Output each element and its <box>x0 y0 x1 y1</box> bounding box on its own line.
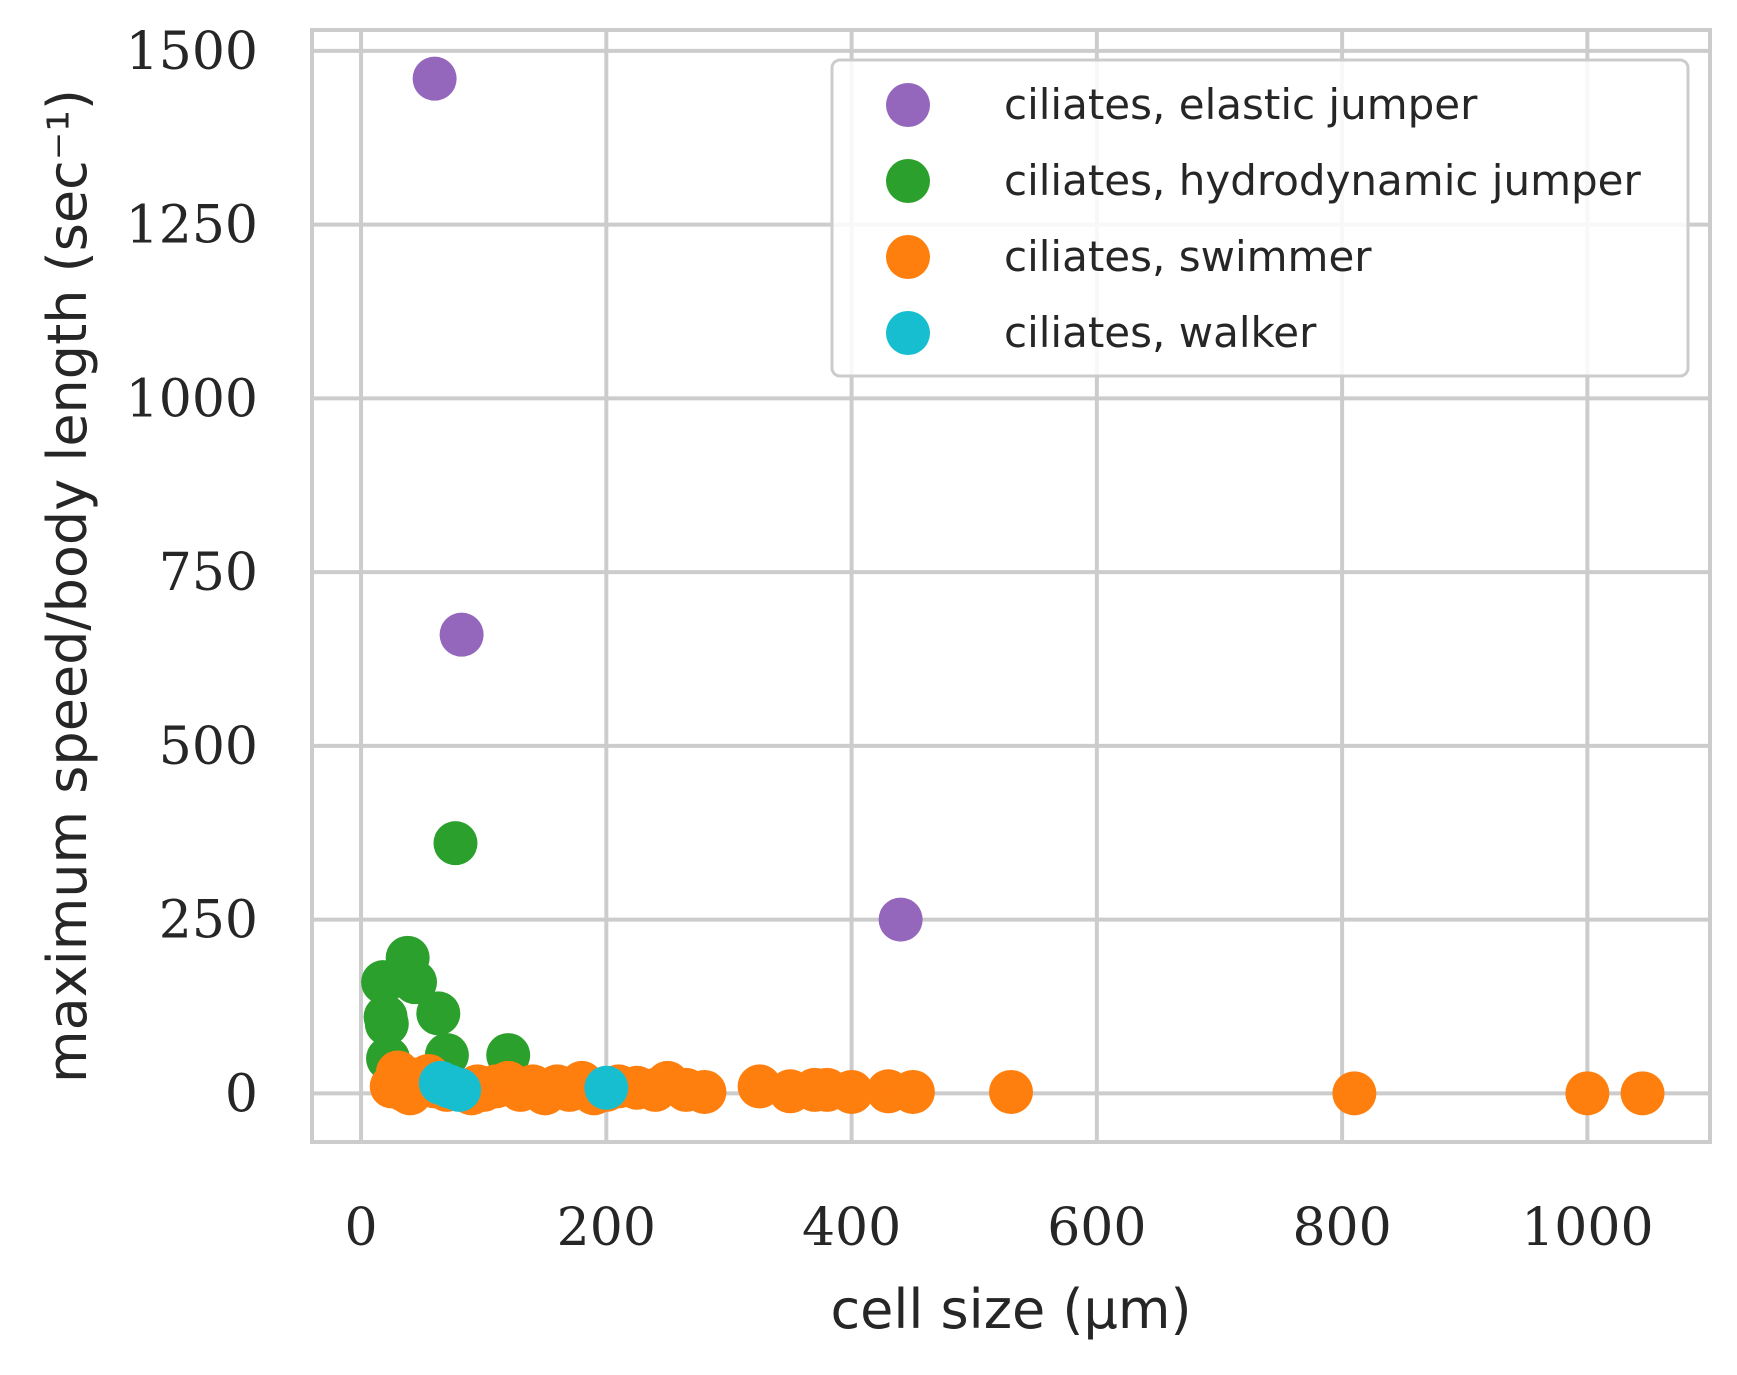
legend-entry: ciliates, swimmer <box>1004 232 1372 281</box>
x-tick-label: 800 <box>1292 1198 1391 1258</box>
y-tick-label: 250 <box>159 891 258 951</box>
x-axis-label: cell size (μm) <box>830 1278 1191 1341</box>
data-point <box>890 1069 935 1114</box>
data-point <box>584 1065 629 1110</box>
y-tick-label: 0 <box>225 1064 258 1124</box>
data-point <box>437 1067 482 1112</box>
y-tick-label: 1250 <box>126 196 258 256</box>
data-point <box>416 991 461 1036</box>
data-point <box>412 56 457 101</box>
x-tick-label: 1000 <box>1521 1198 1653 1258</box>
data-point <box>1620 1071 1665 1116</box>
x-tick-label: 0 <box>345 1198 378 1258</box>
data-point <box>433 821 478 866</box>
legend-box <box>830 58 1690 378</box>
legend-marker <box>886 311 930 355</box>
data-point <box>878 897 923 942</box>
y-axis-label: maximum speed/body length (sec⁻¹) <box>36 89 99 1083</box>
data-point <box>393 960 438 1005</box>
legend-marker <box>886 159 930 203</box>
y-tick-label: 500 <box>159 717 258 777</box>
legend-entry: ciliates, elastic jumper <box>1004 80 1478 129</box>
plot-frame <box>310 28 1712 1144</box>
tick-labels: 0 200 400 600 800 1000 0 250 500 750 1000 1250 1500 <box>126 22 1654 1258</box>
data-point <box>829 1069 874 1114</box>
data-points <box>361 56 1665 1116</box>
legend-entry: ciliates, hydrodynamic jumper <box>1004 156 1642 205</box>
data-point <box>439 612 484 657</box>
data-point <box>364 1001 409 1046</box>
x-tick-label: 400 <box>802 1198 901 1258</box>
y-tick-label: 1500 <box>126 22 258 82</box>
legend-marker <box>886 83 930 127</box>
y-tick-label: 1000 <box>126 369 258 429</box>
x-tick-label: 200 <box>557 1198 656 1258</box>
data-point <box>989 1069 1033 1114</box>
legend: ciliates, elastic jumper ciliates, hydrod… <box>830 58 1690 378</box>
data-point <box>1565 1071 1610 1116</box>
legend-entry: ciliates, walker <box>1004 308 1317 357</box>
y-tick-label: 750 <box>159 543 258 603</box>
data-point <box>682 1069 727 1114</box>
legend-marker <box>886 235 930 279</box>
data-point <box>1332 1071 1377 1116</box>
x-tick-label: 600 <box>1047 1198 1146 1258</box>
